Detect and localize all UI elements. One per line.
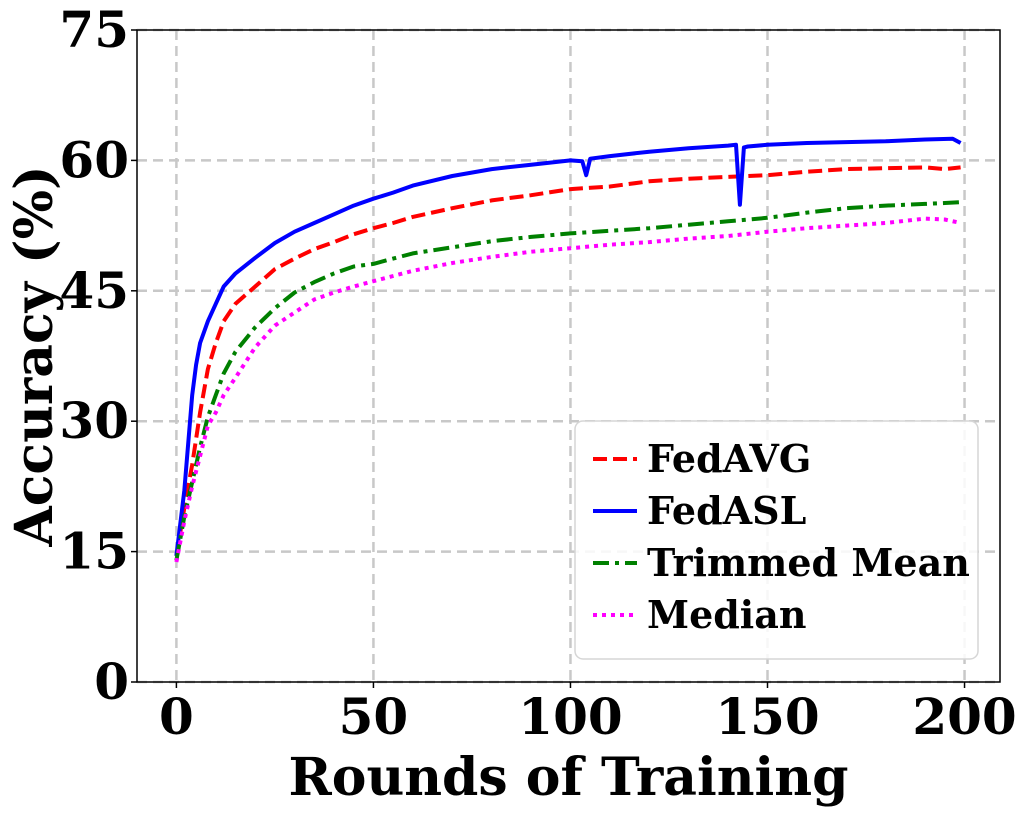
x-tick-label: 200 (912, 687, 1016, 746)
legend-label: Trimmed Mean (647, 540, 970, 585)
y-tick-label: 15 (59, 522, 129, 581)
series-line-trimmed-mean (174, 200, 961, 561)
plot-area-frame (136, 29, 1001, 683)
y-tick-label: 30 (59, 391, 129, 450)
legend-label: FedASL (647, 488, 806, 533)
grid (137, 28, 1000, 684)
x-tick-label: 100 (518, 687, 622, 746)
series-lines (174, 136, 962, 563)
y-tick-label: 75 (59, 0, 129, 59)
x-tick-label: 0 (159, 687, 194, 746)
axis-ticks: 0 50 100 150 200 0 15 30 45 60 75 (59, 0, 1016, 746)
y-tick-label: 0 (94, 652, 129, 711)
x-axis-label: Rounds of Training (289, 747, 849, 808)
legend-label: Median (647, 592, 807, 637)
x-tick-label: 50 (339, 687, 409, 746)
y-tick-label: 45 (59, 261, 129, 320)
series-line-fedavg (174, 165, 961, 557)
legend-box (574, 420, 979, 660)
y-tick-label: 60 (59, 130, 129, 189)
series-line-median (174, 216, 962, 563)
x-tick-label: 150 (715, 687, 819, 746)
legend-label: FedAVG (647, 436, 811, 481)
series-line-fedasl (174, 136, 962, 557)
y-axis-label: Accuracy (%) (4, 165, 65, 547)
legend: FedAVG FedASL Trimmed Mean Median (574, 420, 979, 660)
